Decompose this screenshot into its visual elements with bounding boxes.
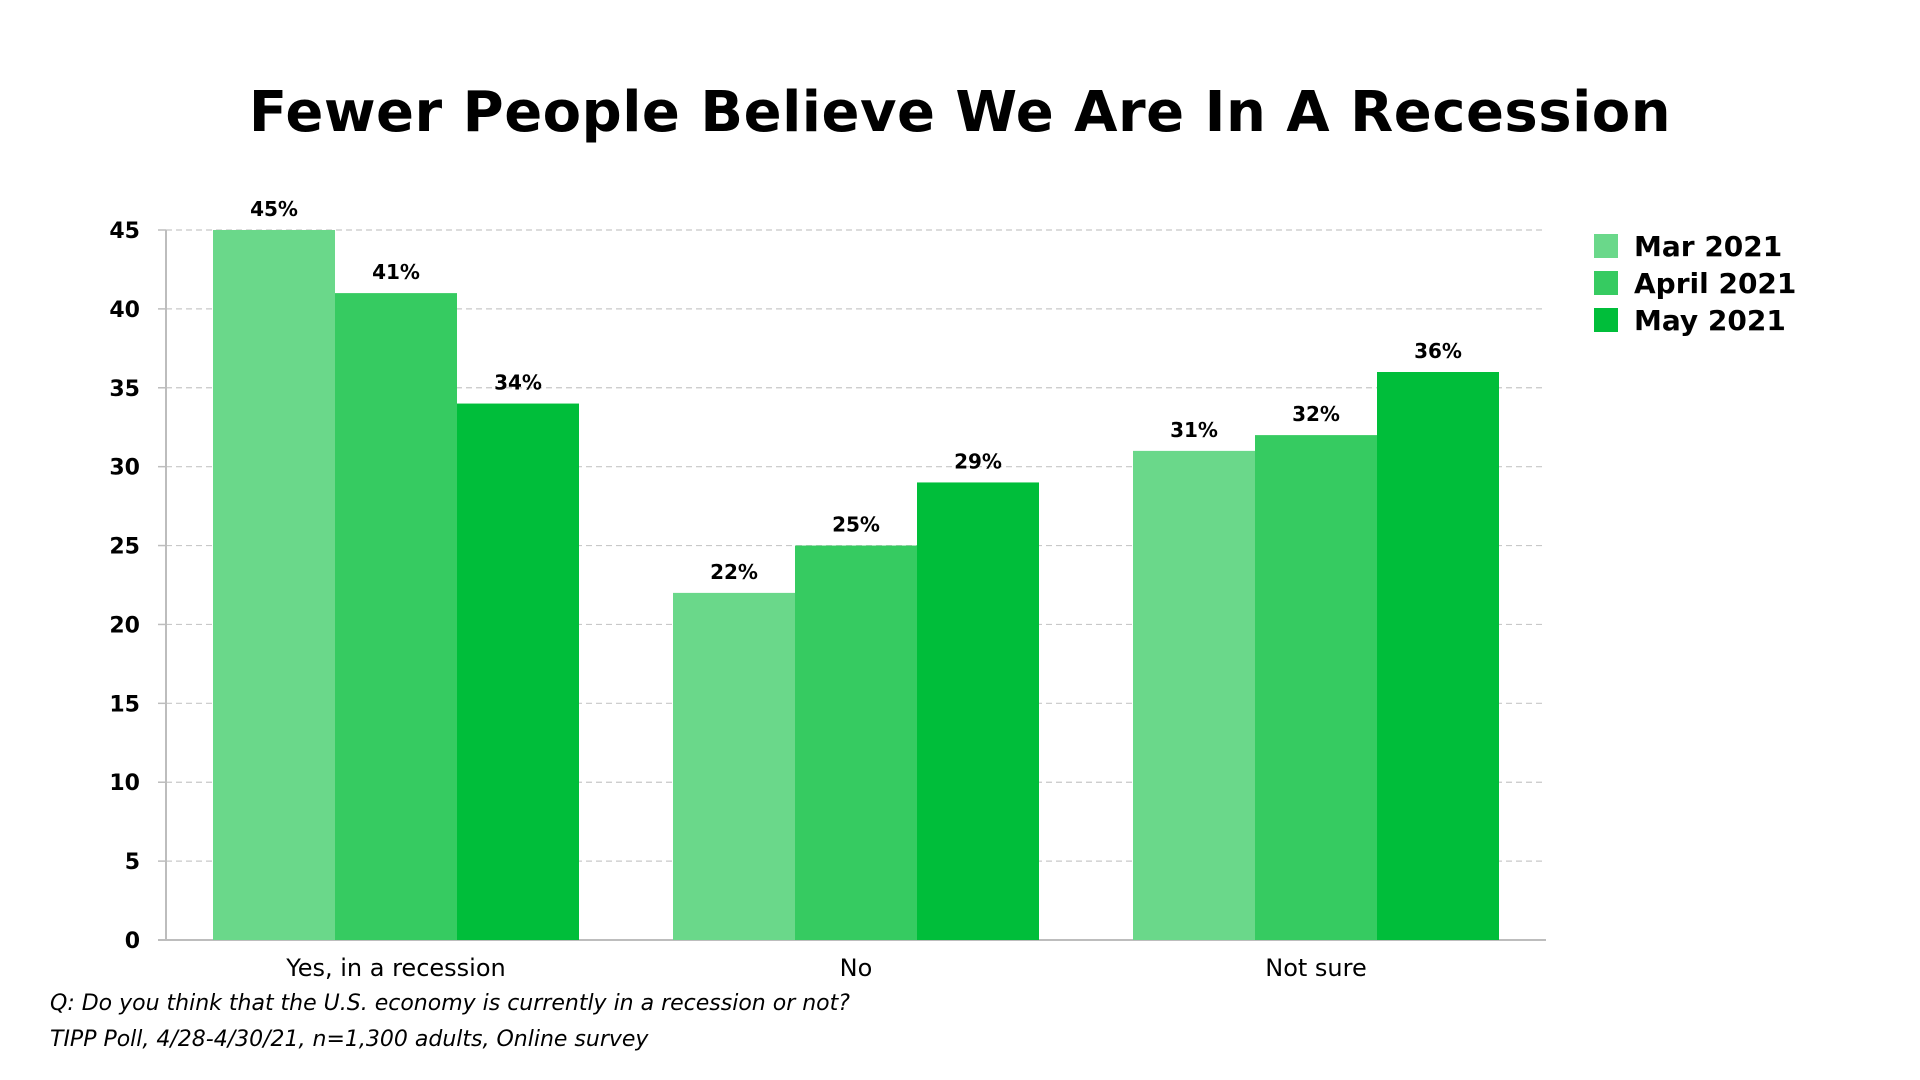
survey-question: Q: Do you think that the U.S. economy is… [50,991,850,1016]
x-category-label: Yes, in a recession [285,954,505,982]
y-tick-label: 40 [109,298,140,323]
y-tick-label: 35 [109,377,140,402]
bar-april-2021 [795,545,917,940]
bar-may-2021 [1377,372,1499,940]
legend-swatch [1594,308,1618,332]
data-label: 45% [250,197,298,221]
data-labels: 45% 41% 34% 22% 25% 29% 31% 32% 36% [250,197,1462,584]
data-label: 41% [372,260,420,284]
footnote: Q: Do you think that the U.S. economy is… [50,986,850,1058]
legend: Mar 2021 April 2021 May 2021 [1594,230,1796,337]
x-category-label: Not sure [1265,954,1367,982]
survey-source: TIPP Poll, 4/28-4/30/21, n=1,300 adults,… [50,1027,649,1052]
bar-may-2021 [917,482,1039,940]
y-tick-label: 5 [125,850,140,875]
bar-mar-2021 [1133,450,1255,940]
y-tick-label: 25 [109,535,140,560]
data-label: 31% [1170,418,1218,442]
bars [213,230,1499,941]
chart-title: Fewer People Believe We Are In A Recessi… [248,80,1672,145]
legend-label: April 2021 [1634,267,1796,300]
y-tick-label: 30 [109,456,140,481]
y-tick-label: 45 [109,219,140,244]
bar-mar-2021 [213,230,335,940]
bar-april-2021 [1255,435,1377,940]
data-label: 32% [1292,402,1340,426]
y-tick-label: 20 [109,613,140,638]
legend-label: May 2021 [1634,304,1786,337]
legend-swatch [1594,271,1618,295]
data-label: 25% [832,513,880,537]
bar-april-2021 [335,293,457,941]
data-label: 34% [494,371,542,395]
data-label: 36% [1414,339,1462,363]
data-label: 22% [710,560,758,584]
legend-swatch [1594,234,1618,258]
y-tick-label: 15 [109,692,140,717]
data-label: 29% [954,449,1002,473]
legend-label: Mar 2021 [1634,230,1782,263]
y-tick-label: 0 [125,929,140,954]
bar-mar-2021 [673,592,795,940]
y-tick-label: 10 [109,771,140,796]
bar-may-2021 [457,403,579,940]
x-category-label: No [840,954,873,982]
